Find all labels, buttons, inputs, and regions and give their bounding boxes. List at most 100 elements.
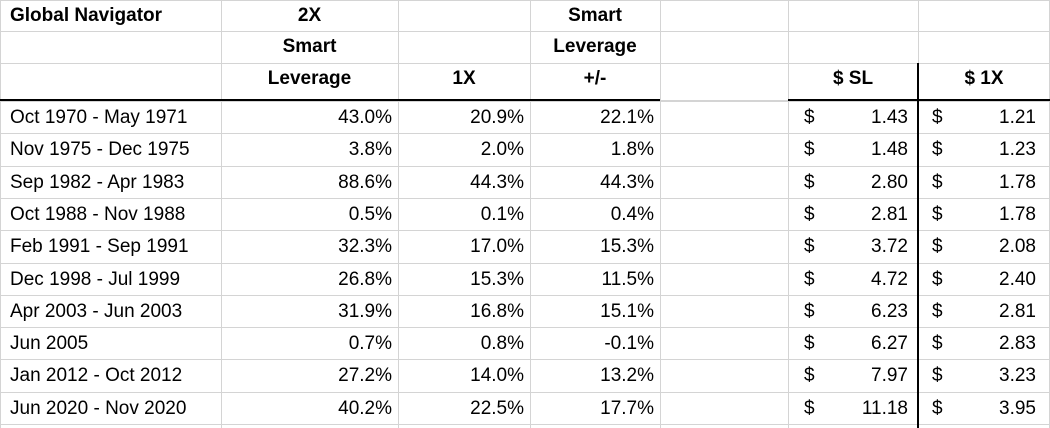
gridline-horizontal bbox=[0, 31, 1050, 32]
header-smart-leverage-diff: Leverage bbox=[553, 36, 637, 57]
gridline-horizontal bbox=[0, 327, 1050, 328]
row-dollar-1x: 2.40 bbox=[999, 268, 1036, 290]
row-smart-leverage-diff: 1.8% bbox=[610, 139, 654, 161]
header-2x-smart-leverage: 2X bbox=[297, 5, 322, 26]
gridline-vertical bbox=[788, 0, 789, 428]
row-dollar-sl: 2.81 bbox=[871, 203, 908, 225]
header-border bbox=[788, 99, 1050, 101]
gridline-horizontal bbox=[0, 392, 1050, 393]
row-2x-smart-leverage: 0.7% bbox=[348, 333, 392, 355]
row-dollar-sign: $ bbox=[932, 171, 943, 193]
gridline-horizontal bbox=[0, 0, 1050, 1]
row-dollar-sign: $ bbox=[932, 139, 943, 161]
row-dollar-sign: $ bbox=[932, 268, 943, 290]
row-1x: 15.3% bbox=[470, 268, 524, 290]
row-1x: 20.9% bbox=[470, 107, 524, 128]
row-1x: 44.3% bbox=[470, 171, 524, 193]
row-2x-smart-leverage: 32.3% bbox=[338, 236, 392, 258]
row-2x-smart-leverage: 40.2% bbox=[338, 397, 392, 419]
row-2x-smart-leverage: 43.0% bbox=[338, 107, 392, 128]
gridline-horizontal bbox=[0, 166, 1050, 167]
row-period: Nov 1975 - Dec 1975 bbox=[10, 139, 190, 161]
sheet-title: Global Navigator bbox=[10, 5, 163, 26]
row-dollar-sign: $ bbox=[932, 365, 943, 387]
gridline-horizontal bbox=[0, 359, 1050, 360]
row-dollar-sign: $ bbox=[932, 236, 943, 258]
row-1x: 16.8% bbox=[470, 300, 524, 322]
row-dollar-sl: 4.72 bbox=[871, 268, 908, 290]
row-dollar-1x: 1.78 bbox=[999, 171, 1036, 193]
row-period: Sep 1982 - Apr 1983 bbox=[10, 171, 185, 193]
row-dollar-sl: 6.27 bbox=[871, 333, 908, 355]
row-1x: 2.0% bbox=[480, 139, 524, 161]
row-dollar-sl: 3.72 bbox=[871, 236, 908, 258]
row-period: Oct 1970 - May 1971 bbox=[10, 107, 188, 128]
row-dollar-sl: 1.43 bbox=[871, 107, 908, 128]
gridline-horizontal bbox=[0, 424, 1050, 425]
row-period: Dec 1998 - Jul 1999 bbox=[10, 268, 181, 290]
row-dollar-1x: 3.23 bbox=[999, 365, 1036, 387]
row-dollar-1x: 1.23 bbox=[999, 139, 1036, 161]
gridline-horizontal bbox=[0, 101, 1050, 102]
row-dollar-sign: $ bbox=[932, 203, 943, 225]
header-border bbox=[0, 99, 660, 101]
row-dollar-sl: 7.97 bbox=[871, 365, 908, 387]
row-smart-leverage-diff: 0.4% bbox=[610, 203, 654, 225]
row-dollar-sign: $ bbox=[804, 333, 815, 355]
header-1x: 1X bbox=[452, 68, 476, 89]
row-2x-smart-leverage: 3.8% bbox=[348, 139, 392, 161]
row-period: Feb 1991 - Sep 1991 bbox=[10, 236, 189, 258]
row-dollar-sl: 2.80 bbox=[871, 171, 908, 193]
gridline-vertical bbox=[660, 0, 661, 428]
row-smart-leverage-diff: -0.1% bbox=[604, 333, 654, 355]
row-dollar-1x: 2.83 bbox=[999, 333, 1036, 355]
row-dollar-1x: 2.08 bbox=[999, 236, 1036, 258]
row-period: Jun 2020 - Nov 2020 bbox=[10, 397, 187, 419]
row-1x: 0.1% bbox=[480, 203, 524, 225]
row-2x-smart-leverage: 26.8% bbox=[338, 268, 392, 290]
row-dollar-sign: $ bbox=[932, 397, 943, 419]
gridline-vertical bbox=[0, 0, 1, 428]
row-dollar-sign: $ bbox=[932, 107, 943, 128]
row-2x-smart-leverage: 88.6% bbox=[338, 171, 392, 193]
row-1x: 14.0% bbox=[470, 365, 524, 387]
header-dollar-sl: $ SL bbox=[832, 68, 874, 89]
row-dollar-sign: $ bbox=[932, 300, 943, 322]
header-dollar-1x: $ 1X bbox=[964, 68, 1004, 89]
header-smart-leverage-diff: +/- bbox=[583, 68, 607, 89]
gridline-horizontal bbox=[0, 230, 1050, 231]
row-dollar-sign: $ bbox=[804, 107, 815, 128]
row-dollar-sign: $ bbox=[804, 397, 815, 419]
row-smart-leverage-diff: 11.5% bbox=[601, 268, 654, 290]
row-period: Oct 1988 - Nov 1988 bbox=[10, 203, 186, 225]
row-dollar-sign: $ bbox=[804, 236, 815, 258]
header-smart-leverage-diff: Smart bbox=[568, 5, 622, 26]
row-dollar-1x: 1.21 bbox=[999, 107, 1036, 128]
gridline-horizontal bbox=[0, 263, 1050, 264]
row-dollar-sign: $ bbox=[804, 268, 815, 290]
row-dollar-1x: 1.78 bbox=[999, 203, 1036, 225]
row-dollar-sl: 1.48 bbox=[871, 139, 908, 161]
row-smart-leverage-diff: 17.7% bbox=[600, 397, 654, 419]
row-1x: 0.8% bbox=[480, 333, 524, 355]
row-dollar-sign: $ bbox=[804, 171, 815, 193]
header-2x-smart-leverage: Leverage bbox=[267, 68, 352, 89]
gridline-horizontal bbox=[0, 63, 1050, 64]
row-2x-smart-leverage: 27.2% bbox=[338, 365, 392, 387]
row-dollar-sl: 11.18 bbox=[861, 397, 908, 419]
row-dollar-sign: $ bbox=[804, 300, 815, 322]
row-smart-leverage-diff: 15.1% bbox=[600, 300, 654, 322]
row-smart-leverage-diff: 22.1% bbox=[600, 107, 654, 128]
gridline-horizontal bbox=[0, 295, 1050, 296]
gridline-horizontal bbox=[0, 133, 1050, 134]
row-dollar-1x: 2.81 bbox=[999, 300, 1036, 322]
row-1x: 22.5% bbox=[470, 397, 524, 419]
row-period: Apr 2003 - Jun 2003 bbox=[10, 300, 183, 322]
column-border bbox=[917, 63, 919, 428]
header-2x-smart-leverage: Smart bbox=[282, 36, 337, 57]
gridline-vertical bbox=[530, 0, 531, 428]
row-smart-leverage-diff: 13.2% bbox=[600, 365, 654, 387]
row-dollar-sign: $ bbox=[804, 139, 815, 161]
gridline-horizontal bbox=[0, 198, 1050, 199]
